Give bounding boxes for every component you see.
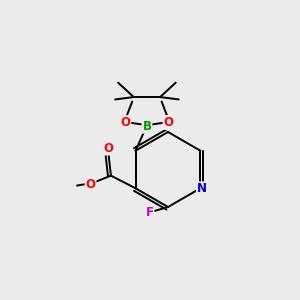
Text: N: N: [197, 182, 207, 195]
Text: O: O: [164, 116, 173, 129]
Text: O: O: [120, 116, 130, 129]
Text: methyl: methyl: [67, 185, 72, 186]
Text: O: O: [103, 142, 113, 154]
Text: O: O: [85, 178, 95, 190]
Text: B: B: [142, 120, 152, 133]
Text: F: F: [146, 206, 153, 219]
Text: methyl: methyl: [68, 184, 72, 185]
